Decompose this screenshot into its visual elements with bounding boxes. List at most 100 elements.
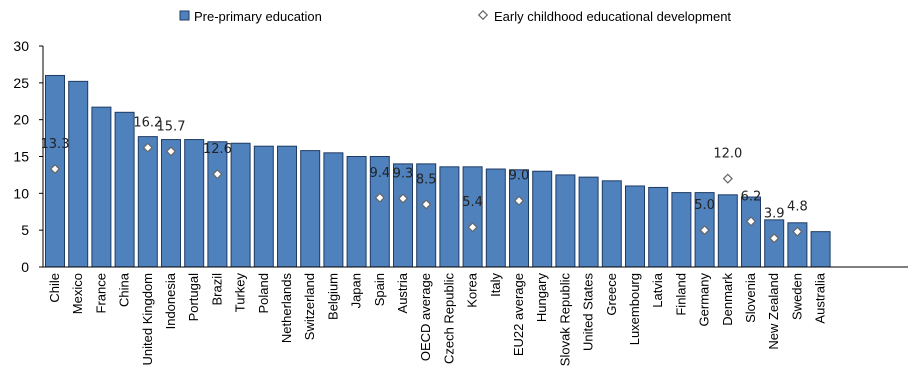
- x-axis: Chile Mexico France China United Kingdom Indo…: [43, 266, 908, 367]
- data-label: 3.9: [764, 206, 785, 221]
- bar: [439, 166, 460, 268]
- legend: Pre-primary education Early childhood ed…: [179, 9, 731, 24]
- data-label: 12.6: [203, 142, 232, 157]
- bar: [277, 145, 297, 268]
- data-label: 15.7: [157, 119, 186, 134]
- x-tick-label: China: [117, 272, 132, 307]
- x-tick-label: France: [93, 273, 108, 313]
- marker-point: [467, 222, 478, 233]
- data-label: 12.0: [713, 147, 742, 162]
- x-tick-label: Japan: [349, 273, 364, 308]
- bar: [161, 139, 181, 268]
- data-label: 9.3: [393, 166, 414, 181]
- y-tick-label: 25: [13, 75, 29, 91]
- data-label: 8.5: [416, 172, 437, 187]
- x-tick-label: Germany: [697, 273, 712, 327]
- data-label: 13.3: [41, 137, 70, 152]
- bar: [346, 156, 367, 268]
- bar: [184, 139, 205, 268]
- x-tick-label: Indonesia: [163, 272, 178, 329]
- marker-point: [397, 193, 409, 204]
- data-label: 5.4: [462, 195, 483, 210]
- y-tick-label: 30: [13, 38, 29, 54]
- x-tick-label: Mexico: [70, 273, 85, 314]
- bar: [230, 142, 251, 268]
- x-tick-label: Spain: [372, 273, 387, 306]
- bar: [253, 145, 274, 268]
- x-tick-label: New Zealand: [766, 273, 781, 350]
- bar: [601, 180, 622, 268]
- x-tick-label: OECD average: [418, 273, 433, 361]
- y-tick-label: 15: [13, 149, 29, 165]
- x-tick-label: Sweden: [789, 273, 804, 320]
- x-tick-label: Netherlands: [279, 273, 294, 344]
- x-tick-label: Slovenia: [743, 272, 758, 323]
- legend-bar-swatch: [179, 10, 190, 21]
- data-label: 4.8: [787, 200, 808, 215]
- bar: [462, 166, 483, 268]
- bar-series: [45, 74, 831, 268]
- marker-labels: 13.3 16.215.7 12.6 9.4 9.3 8.5 5.4 9.0 5.0 12.0 6.…: [41, 116, 808, 222]
- x-tick-label: EU22 average: [511, 273, 526, 356]
- bar: [764, 219, 785, 268]
- bar: [532, 170, 553, 268]
- marker-point: [421, 199, 432, 210]
- marker-series: [49, 142, 803, 244]
- bar: [671, 192, 692, 268]
- bar: [207, 141, 228, 268]
- x-tick-label: Turkey: [233, 273, 248, 313]
- data-label: 9.0: [509, 169, 530, 184]
- x-tick-label: Chile: [47, 273, 62, 303]
- x-tick-label: Brazil: [209, 273, 224, 306]
- x-tick-label: Poland: [256, 273, 271, 313]
- marker-point: [165, 146, 177, 157]
- marker-point: [374, 192, 385, 203]
- x-tick-label: Italy: [488, 273, 503, 297]
- x-tick-label: Greece: [604, 273, 619, 316]
- bar: [555, 174, 576, 268]
- data-label: 5.0: [694, 198, 715, 213]
- marker-point: [722, 173, 733, 184]
- marker-point: [49, 163, 61, 175]
- data-label: 16.2: [133, 116, 162, 131]
- y-axis: 0 5 10 15 20 25 30: [13, 38, 44, 275]
- marker-point: [792, 226, 803, 237]
- bar: [300, 150, 321, 268]
- bar: [137, 136, 158, 268]
- x-tick-label: Australia: [813, 272, 828, 323]
- legend-marker-label: Early childhood educational development: [494, 9, 731, 24]
- marker-point: [699, 225, 710, 236]
- bar: [578, 176, 599, 268]
- marker-point: [769, 233, 780, 244]
- y-tick-label: 10: [13, 185, 29, 201]
- x-tick-label: Denmark: [720, 273, 735, 326]
- x-tick-label: Portugal: [186, 273, 201, 322]
- bar: [91, 106, 112, 268]
- bar: [810, 231, 831, 268]
- legend-bar-label: Pre-primary education: [194, 9, 322, 24]
- x-tick-label: Austria: [395, 272, 410, 313]
- x-tick-label: Korea: [465, 272, 480, 307]
- x-tick-label: Switzerland: [302, 273, 317, 340]
- y-tick-label: 0: [21, 259, 29, 275]
- y-tick-label: 20: [13, 112, 29, 128]
- bar: [485, 168, 506, 268]
- bar: [509, 169, 529, 268]
- bar: [741, 196, 761, 268]
- marker-point: [513, 195, 525, 206]
- bar: [717, 194, 738, 268]
- x-tick-label: Czech Republic: [441, 273, 456, 365]
- marker-point: [212, 169, 223, 180]
- marker-point: [142, 142, 153, 153]
- legend-marker-swatch: [477, 9, 489, 21]
- data-label: 9.4: [369, 166, 390, 181]
- x-tick-label: Luxembourg: [627, 273, 642, 345]
- x-tick-label: Latvia: [650, 272, 665, 307]
- x-tick-label: Belgium: [325, 273, 340, 320]
- x-tick-label: United Kingdom: [140, 273, 155, 366]
- marker-point: [745, 216, 757, 227]
- bar: [625, 185, 645, 268]
- x-tick-label: Slovak Republic: [557, 273, 572, 367]
- bar: [323, 152, 344, 268]
